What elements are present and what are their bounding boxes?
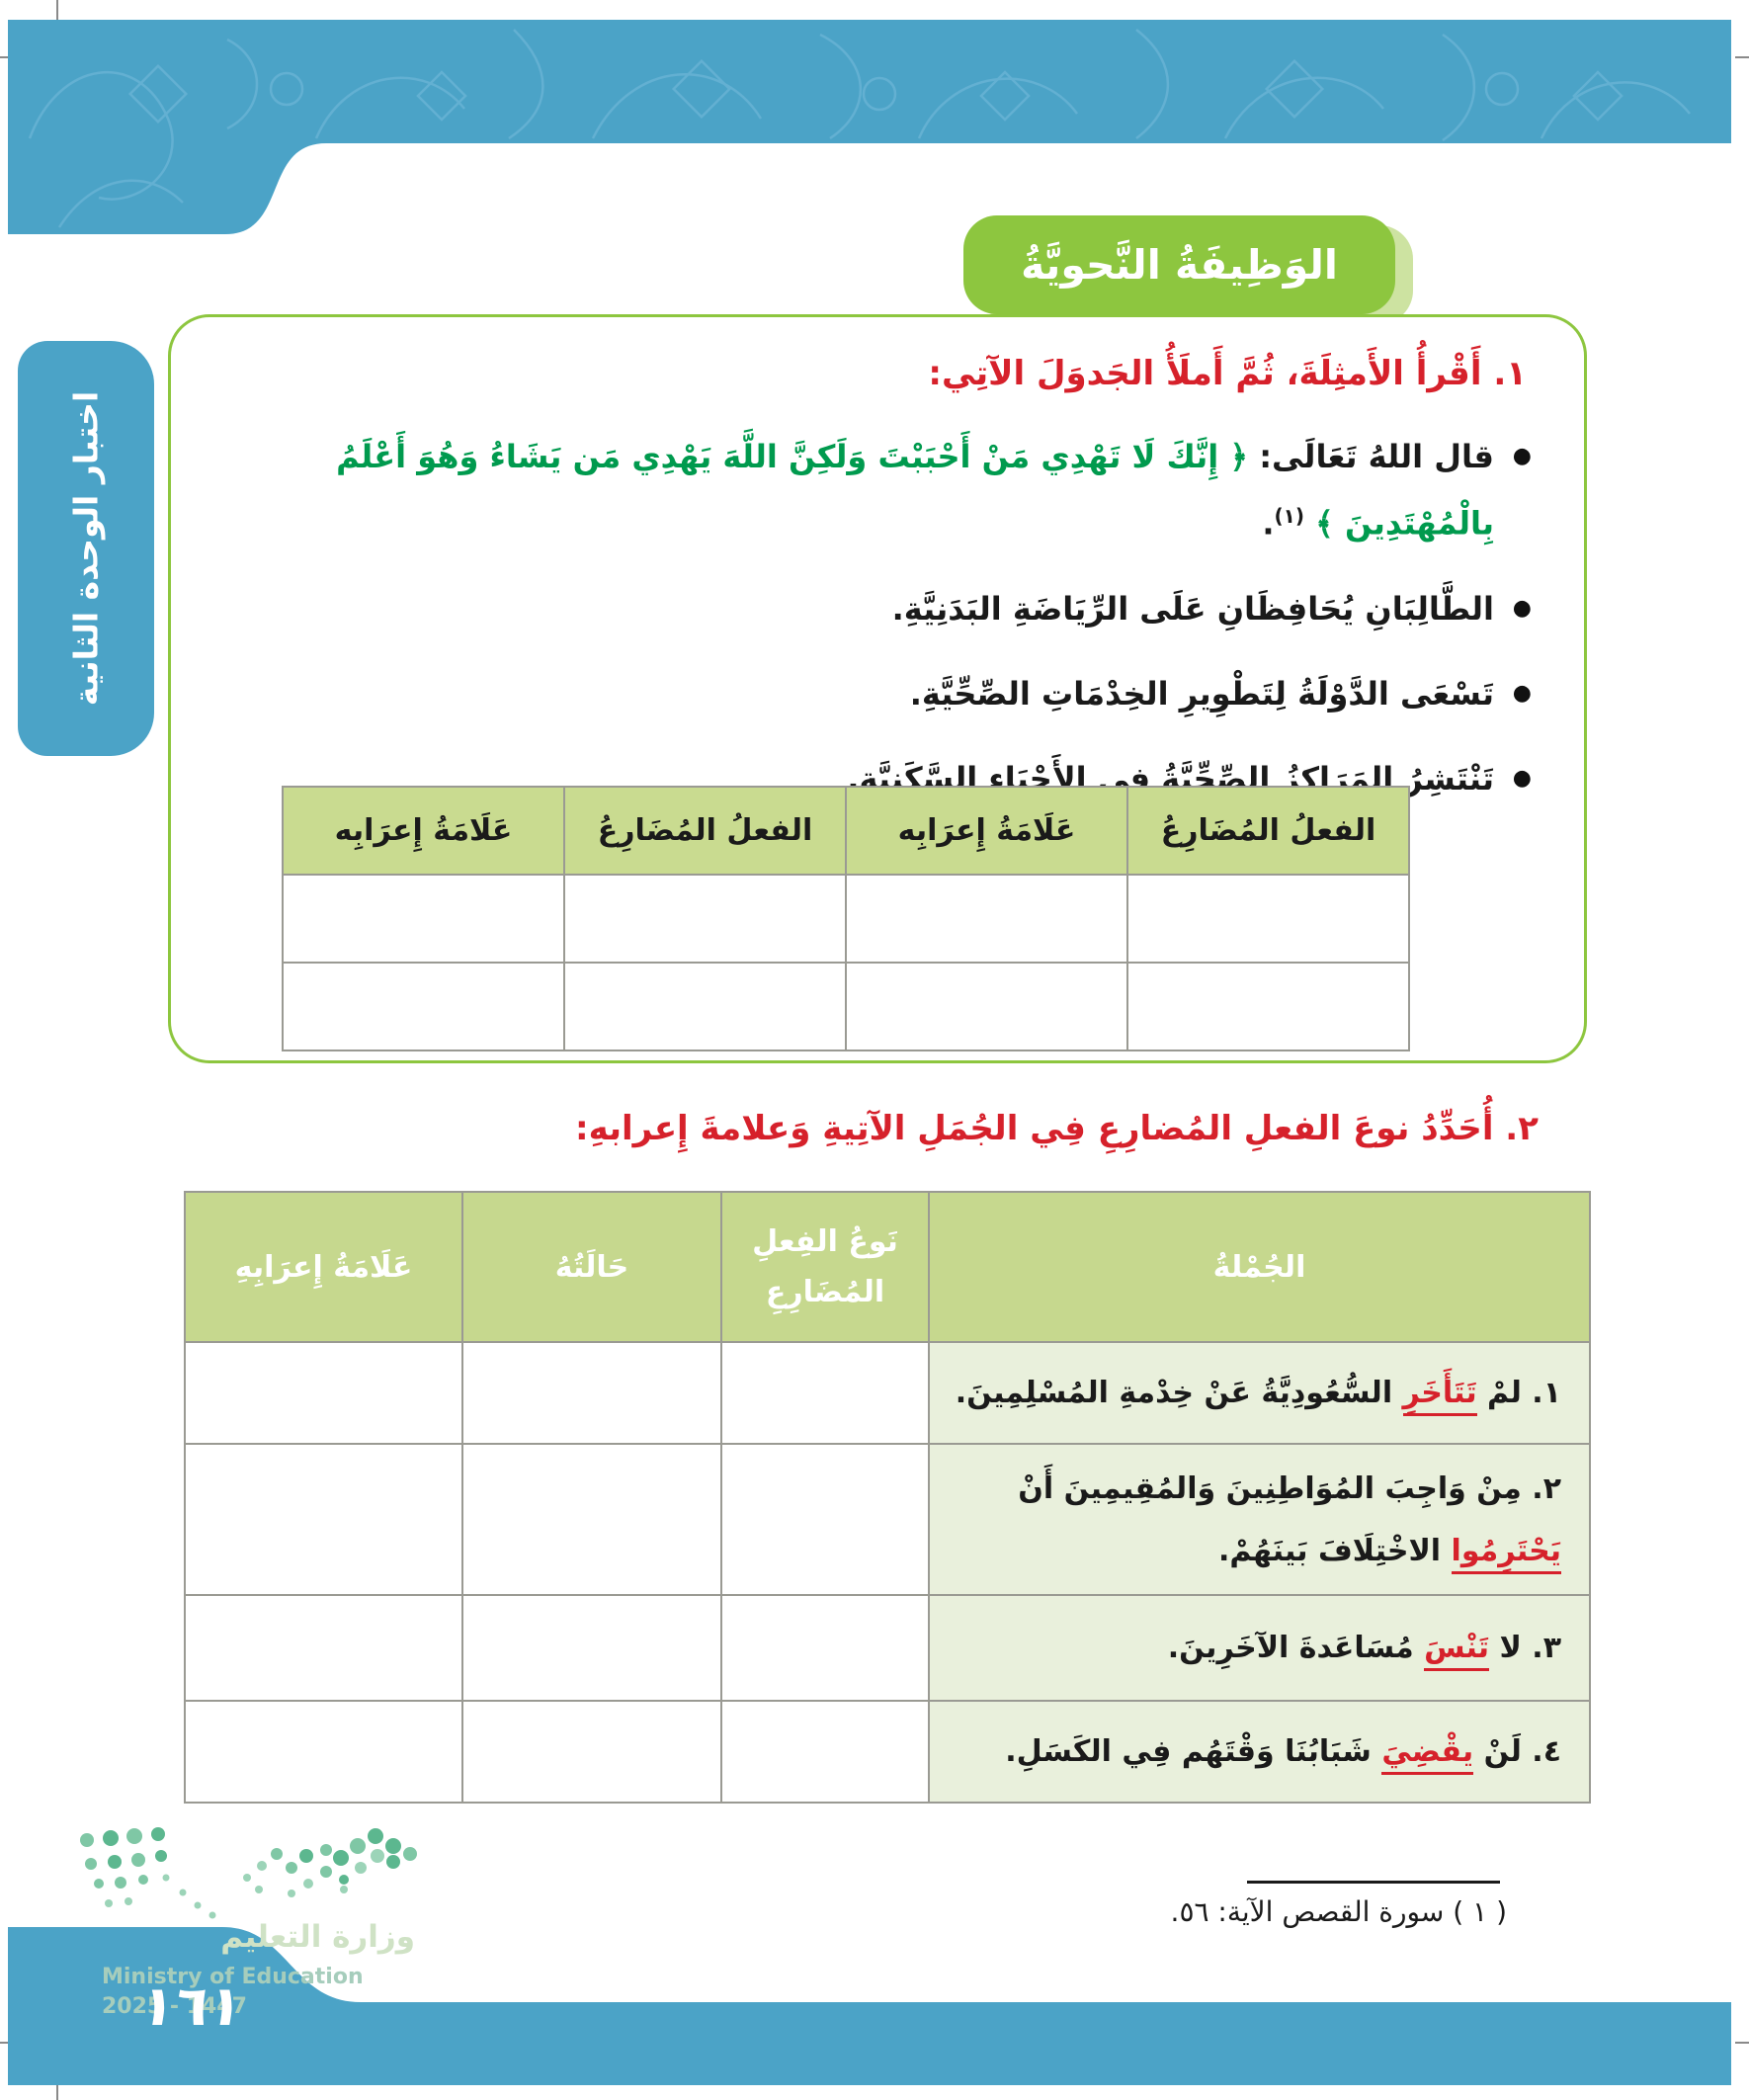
sentence-text: السُّعُودِيَّةُ عَنْ خِدْمةِ المُسْلِمِي… (955, 1376, 1403, 1410)
col-header-present-verb: الفعلُ المُضَارِعُ (1126, 786, 1410, 876)
table-row: ٢. مِنْ وَاجِبَ المُوَاطِنِينَ وَالمُقِي… (184, 1443, 1591, 1596)
footer-wave (8, 1827, 1731, 2085)
exercise1-examples: قال اللهُ تَعَالَى: ﴿ إِنَّكَ لَا تَهْدِ… (217, 427, 1532, 834)
example-quran-verse: قال اللهُ تَعَالَى: ﴿ إِنَّكَ لَا تَهْدِ… (217, 427, 1532, 553)
sentence-text: ٢. مِنْ وَاجِبَ المُوَاطِنِينَ وَالمُقِي… (1018, 1470, 1561, 1506)
answer-cell-empty (720, 1594, 930, 1702)
table-row (282, 874, 1410, 964)
col-header-irab-sign: عَلَامَةُ إِعرَابِه (845, 786, 1128, 876)
ministry-name-english: Ministry of Education (102, 1965, 364, 1989)
col-header-verb-state: حَالَتُهُ (461, 1191, 722, 1343)
answer-cell-empty (1126, 874, 1410, 964)
page-number: ١٦١ (135, 1974, 249, 2039)
answer-cell-empty (720, 1700, 930, 1804)
highlighted-verb: تَنْسَ (1424, 1631, 1490, 1671)
sentence-cell: ٢. مِنْ وَاجِبَ المُوَاطِنِينَ وَالمُقِي… (928, 1443, 1591, 1596)
sentence-text: شَبَابُنَا وَقْتَهُم فِي الكَسَلِ. (1005, 1734, 1382, 1769)
crop-mark (0, 2042, 14, 2044)
col-header-sentence: الجُمْلةُ (928, 1191, 1591, 1343)
answer-cell-empty (720, 1341, 930, 1445)
header-ornament-band (8, 20, 1731, 234)
section-title-pill: الوَظِيفَةُ النَّحويَّةُ (963, 215, 1395, 314)
answer-cell-empty (720, 1443, 930, 1596)
sentence-text: ٤. لَنْ (1473, 1734, 1561, 1769)
ministry-years: 2025 - 1447 (102, 1994, 247, 2019)
answer-cell-empty (845, 874, 1128, 964)
answer-cell-empty (282, 962, 565, 1051)
crop-mark (56, 2083, 58, 2100)
answer-cell-empty (184, 1700, 463, 1804)
col-header-irab-sign: عَلَامَةُ إِعرَابِه (282, 786, 565, 876)
sidebar-unit-test-label: اختبار الوحدة الثانية (66, 390, 106, 707)
highlighted-verb: تَتَأَخَرِ (1402, 1376, 1477, 1416)
verse-lead: قال اللهُ تَعَالَى: (1248, 438, 1494, 475)
sentence-text: ١. لمْ (1476, 1376, 1561, 1410)
answer-cell-empty (1126, 962, 1410, 1051)
answer-cell-empty (461, 1443, 722, 1596)
sentence-text: مُسَاعَدةَ الآخَرِينَ. (1167, 1631, 1425, 1665)
table-row: ٣. لا تَنْسَ مُسَاعَدةَ الآخَرِينَ. (184, 1594, 1591, 1702)
verse-period: . (1262, 504, 1275, 543)
crop-mark (1735, 56, 1749, 58)
exercise2-heading: ٢. أُحَدِّدُ نوعَ الفعلِ المُضارِعِ فِي … (575, 1109, 1539, 1148)
exercise1-table: الفعلُ المُضَارِعُ عَلَامَةُ إِعرَابِه ا… (282, 786, 1410, 1051)
table-header-row: الجُمْلةُ نَوعُ الفِعلِ المُضَارِعِ حَال… (184, 1191, 1591, 1343)
answer-cell-empty (845, 962, 1128, 1051)
sentence-text: ٣. لا (1489, 1631, 1562, 1665)
answer-cell-empty (184, 1443, 463, 1596)
sidebar-unit-test-tab: اختبار الوحدة الثانية (18, 341, 154, 756)
footnote-rule (1247, 1881, 1500, 1884)
answer-cell-empty (461, 1594, 722, 1702)
table-row: ٤. لَنْ يقْضِيَ شَبَابُنَا وَقْتَهُم فِي… (184, 1700, 1591, 1804)
sentence-cell: ٣. لا تَنْسَ مُسَاعَدةَ الآخَرِينَ. (928, 1594, 1591, 1702)
quran-verse-text: ﴿ إِنَّكَ لَا تَهْدِي مَنْ أَحْبَبْتَ وَ… (336, 438, 1494, 543)
col-header-present-verb: الفعلُ المُضَارِعُ (563, 786, 847, 876)
example-sentence: تَسْعَى الدَّوْلَةُ لِتَطْوِيرِ الخِدْمَ… (217, 664, 1532, 723)
answer-cell-empty (184, 1341, 463, 1445)
footnote: ( ١ ) سورة القصص الآية: ٥٦. (1170, 1895, 1507, 1928)
col-header-verb-type: نَوعُ الفِعلِ المُضَارِعِ (720, 1191, 930, 1343)
highlighted-verb: يقْضِيَ (1381, 1734, 1474, 1775)
ministry-logo-dots (80, 1827, 417, 1919)
sentence-cell: ٤. لَنْ يقْضِيَ شَبَابُنَا وَقْتَهُم فِي… (928, 1700, 1591, 1804)
table-row: ١. لمْ تَتَأَخَرِ السُّعُودِيَّةُ عَنْ خ… (184, 1341, 1591, 1445)
ministry-name-arabic: وزارة التعليم (220, 1919, 415, 1955)
highlighted-verb: يَحْتَرِمُوا (1451, 1533, 1561, 1574)
crop-mark (1735, 2042, 1749, 2044)
page-title: الوَظِيفَةُ النَّحويَّةُ (1021, 241, 1338, 289)
answer-cell-empty (563, 874, 847, 964)
verse-footnote-ref: (١) (1274, 504, 1304, 528)
answer-cell-empty (461, 1700, 722, 1804)
answer-cell-empty (563, 962, 847, 1051)
crop-mark (0, 56, 14, 58)
exercise2-table: الجُمْلةُ نَوعُ الفِعلِ المُضَارِعِ حَال… (184, 1191, 1591, 1804)
col-header-irab-sign: عَلَامَةُ إِعرَابِهِ (184, 1191, 463, 1343)
example-sentence: الطَّالِبَانِ يُحَافِظَانِ عَلَى الرِّيَ… (217, 579, 1532, 638)
answer-cell-empty (461, 1341, 722, 1445)
sentence-cell: ١. لمْ تَتَأَخَرِ السُّعُودِيَّةُ عَنْ خ… (928, 1341, 1591, 1445)
exercise1-heading: ١. أَقْرأُ الأَمثِلَةَ، ثُمَّ أَملَأُ ال… (928, 354, 1527, 393)
sentence-text: الاخْتِلَافَ بَينَهُمْ. (1218, 1533, 1452, 1568)
answer-cell-empty (184, 1594, 463, 1702)
answer-cell-empty (282, 874, 565, 964)
table-header-row: الفعلُ المُضَارِعُ عَلَامَةُ إِعرَابِه ا… (282, 786, 1410, 876)
table-row (282, 962, 1410, 1051)
